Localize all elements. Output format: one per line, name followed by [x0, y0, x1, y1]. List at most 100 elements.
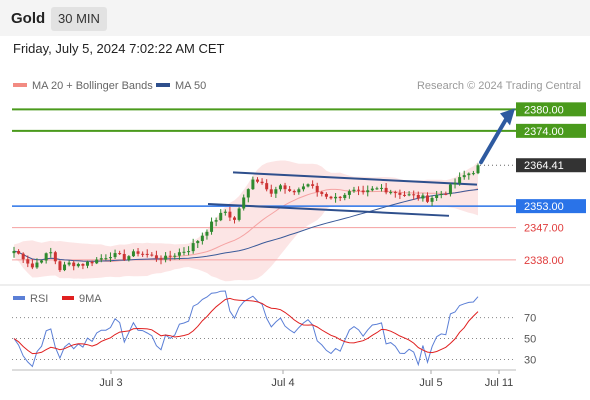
bollinger-band: [14, 160, 478, 282]
x-tick-label: Jul 3: [99, 377, 122, 389]
candle: [168, 250, 172, 262]
candle: [95, 257, 99, 265]
level-2374-00-label: 2374.00: [524, 126, 564, 138]
rsi-swatch: [13, 296, 25, 301]
bollinger-swatch: [13, 83, 27, 88]
candle: [90, 260, 94, 267]
candle: [389, 189, 393, 195]
candle: [173, 253, 177, 260]
candle: [375, 186, 379, 190]
candle: [288, 185, 292, 193]
candle: [338, 196, 342, 202]
candle: [444, 191, 448, 196]
candle: [30, 259, 34, 270]
rsi-tick-50: 50: [524, 334, 536, 346]
candle: [251, 176, 255, 190]
candle: [283, 182, 287, 194]
candle: [228, 206, 232, 222]
candle: [278, 183, 282, 192]
candle: [196, 239, 200, 249]
candle: [81, 263, 85, 270]
candle: [380, 184, 384, 192]
candle: [265, 179, 269, 192]
rsi-9ma-line: [13, 297, 479, 355]
candle: [177, 248, 181, 260]
candle: [154, 250, 158, 262]
candle: [439, 190, 443, 199]
candle: [315, 182, 319, 197]
candle: [44, 252, 48, 264]
candle: [311, 180, 315, 189]
candle: [448, 183, 452, 197]
candle: [40, 259, 44, 264]
candle: [63, 261, 67, 272]
candle: [108, 252, 112, 262]
candle: [301, 183, 305, 192]
candle: [205, 229, 209, 240]
instrument-title: Gold: [11, 10, 46, 27]
level-2347-00-label: 2347.00: [524, 223, 564, 235]
candle: [233, 216, 237, 224]
candle: [17, 249, 21, 255]
candle: [122, 249, 126, 262]
candle: [334, 193, 338, 203]
level-2353-00-tag: [516, 199, 586, 214]
legend-bollinger-label: MA 20 + Bollinger Bands: [32, 80, 153, 92]
candle: [72, 260, 76, 271]
ma50-swatch: [156, 83, 170, 88]
level-2380-00-tag: [516, 102, 586, 117]
candle: [145, 249, 149, 258]
candle: [453, 178, 457, 189]
candle: [398, 189, 402, 199]
candle: [118, 250, 122, 256]
candle: [370, 186, 374, 192]
candle: [113, 249, 117, 259]
candle: [214, 217, 218, 227]
channel-upper-line: [232, 171, 478, 186]
candle: [127, 255, 131, 262]
candle: [297, 187, 301, 195]
candle: [274, 186, 278, 198]
candle: [99, 254, 103, 263]
ma50-line: [13, 189, 479, 262]
candle: [246, 188, 250, 203]
candle: [164, 252, 168, 263]
x-tick-label: Jul 5: [419, 377, 442, 389]
candle: [136, 248, 140, 257]
target-arrow-shaft: [479, 117, 508, 165]
candle: [462, 170, 466, 180]
candle: [141, 251, 145, 257]
candle: [104, 254, 108, 261]
rsi-tick-30: 30: [524, 354, 536, 366]
channel-lower-line: [207, 202, 450, 217]
candle: [343, 192, 347, 201]
candle: [237, 207, 241, 222]
candle: [412, 190, 416, 200]
level-2364-41-label: 2364.41: [524, 160, 564, 172]
candle: [458, 172, 462, 186]
candle: [150, 252, 154, 257]
candle: [200, 232, 204, 245]
candle: [393, 190, 397, 198]
candle: [407, 191, 411, 197]
candle: [182, 247, 186, 256]
candle: [361, 185, 365, 195]
candle: [159, 255, 163, 265]
copyright: Research © 2024 Trading Central: [416, 80, 581, 92]
candle: [476, 163, 480, 175]
candle: [324, 192, 328, 200]
candle: [26, 255, 30, 268]
legend-ma50-label: MA 50: [175, 80, 207, 92]
candle: [366, 185, 370, 197]
candle: [269, 184, 273, 197]
timeframe-badge[interactable]: 30 MIN: [51, 7, 107, 31]
legend-ma50: MA 50: [156, 80, 206, 92]
candle: [425, 192, 429, 204]
ma9-swatch: [62, 296, 74, 301]
candle: [131, 249, 135, 258]
legend-9ma: 9MA: [62, 293, 102, 305]
candle: [191, 238, 195, 254]
level-2364-41-tag: [516, 158, 586, 173]
level-2353-00-label: 2353.00: [524, 201, 564, 213]
